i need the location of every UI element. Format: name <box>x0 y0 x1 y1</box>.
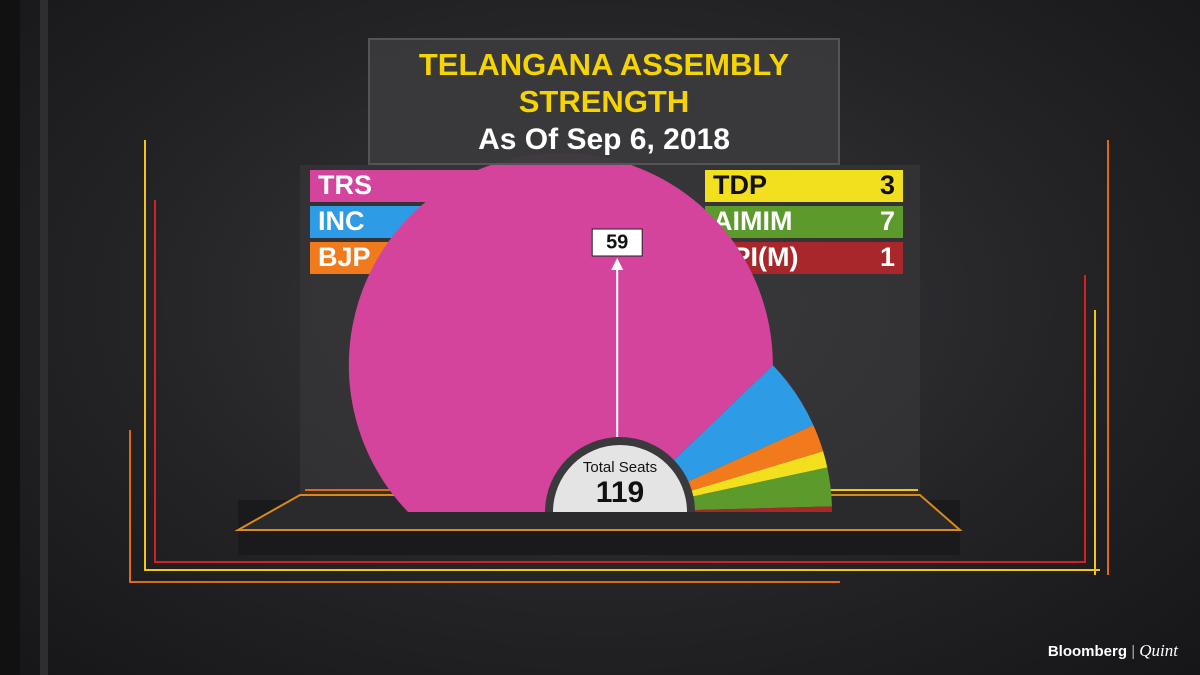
brand-name: Bloomberg <box>1047 643 1128 660</box>
legend-swatch <box>705 170 903 202</box>
brand-partner: Quint <box>1139 641 1178 660</box>
legend-label: AIMIM <box>713 206 792 236</box>
decor <box>0 0 20 675</box>
decor <box>144 140 1100 571</box>
decor <box>154 200 1086 563</box>
legend-value: 1 <box>880 242 895 272</box>
center-disc <box>553 445 687 512</box>
decor <box>129 430 840 583</box>
legend-swatch <box>705 206 903 238</box>
center-label: Total Seats <box>583 459 657 476</box>
legend-label: INC <box>318 206 365 236</box>
legend-label: TDP <box>713 170 767 200</box>
majority-label: 59 <box>606 231 628 253</box>
legend-label: BJP <box>318 242 371 272</box>
majority-box <box>591 228 643 257</box>
legend-label: TRS <box>318 170 372 200</box>
seat-segment <box>348 153 773 513</box>
legend-value: 3 <box>880 170 895 200</box>
majority-arrow <box>611 258 624 270</box>
title-box: TELANGANA ASSEMBLY STRENGTH As Of Sep 6,… <box>368 38 840 165</box>
chart-subtitle: As Of Sep 6, 2018 <box>478 123 730 156</box>
center-total: 119 <box>596 476 644 509</box>
chart-title: TELANGANA ASSEMBLY STRENGTH <box>418 47 790 119</box>
decor <box>40 0 48 675</box>
branding: Bloomberg | Quint <box>1047 641 1178 660</box>
legend-value: 7 <box>880 206 895 236</box>
